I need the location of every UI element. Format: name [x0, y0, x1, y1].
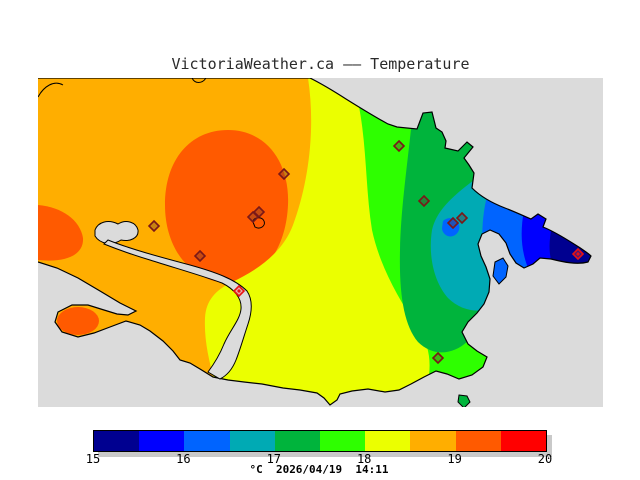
- colorbar-segment-19.5-20: [500, 431, 547, 451]
- contour-arc-northwest: [38, 82, 64, 98]
- station-marker: [147, 219, 161, 233]
- station-marker: [392, 139, 406, 153]
- gorge-waterway: [103, 239, 252, 380]
- colorbar-caption: °C 2026/04/19 14:11: [249, 463, 389, 476]
- station-marker-dot: [576, 252, 580, 256]
- colorbar-segment-16-16.5: [184, 431, 230, 451]
- colorbar-tick-label: 16: [176, 452, 191, 466]
- colorbar: [93, 430, 547, 452]
- island-south: [457, 394, 471, 407]
- station-markers: [147, 139, 585, 365]
- coastline: [38, 78, 592, 406]
- station-marker: [417, 194, 431, 208]
- colorbar-tick-label: 19: [447, 452, 462, 466]
- colorbar-segment-17.5-18: [320, 431, 366, 451]
- colorbar-tick-label: 18: [356, 452, 372, 466]
- station-marker-dot: [237, 289, 241, 293]
- page-title: VictoriaWeather.ca –– Temperature: [171, 55, 470, 73]
- colorbar-segment-15.5-16: [139, 431, 185, 451]
- station-marker: [431, 351, 445, 365]
- station-marker: [252, 205, 266, 219]
- colorbar-tick-label: 20: [537, 452, 553, 466]
- contour-pond: [252, 217, 265, 229]
- station-marker: [277, 167, 291, 181]
- station-marker: [193, 249, 207, 263]
- band-19.0-19.5-left: [38, 205, 84, 261]
- station-marker: [455, 211, 469, 225]
- station-marker: [446, 216, 460, 230]
- colorbar-segment-18-18.5: [365, 431, 411, 451]
- colorbar-segment-16.5-17: [229, 431, 275, 451]
- island-east: [492, 257, 509, 285]
- colorbar-segment-19-19.5: [455, 431, 501, 451]
- band-19.0-19.5-central: [165, 130, 289, 283]
- colorbar-segment-18.5-19: [410, 431, 456, 451]
- colorbar-ticks: 15 16 17 18 19 20: [86, 452, 552, 466]
- colorbar-tick-label: 17: [266, 452, 282, 466]
- colorbar-tick-label: 15: [85, 452, 101, 466]
- colorbar-segment-17-17.5: [274, 431, 321, 451]
- contour-notch-top: [191, 78, 207, 83]
- temperature-map: [38, 78, 603, 407]
- band-19.0-19.5-headland: [57, 307, 99, 335]
- band-16.0-16.5-pocket: [442, 218, 460, 237]
- colorbar-segment-15-15.5: [94, 431, 140, 451]
